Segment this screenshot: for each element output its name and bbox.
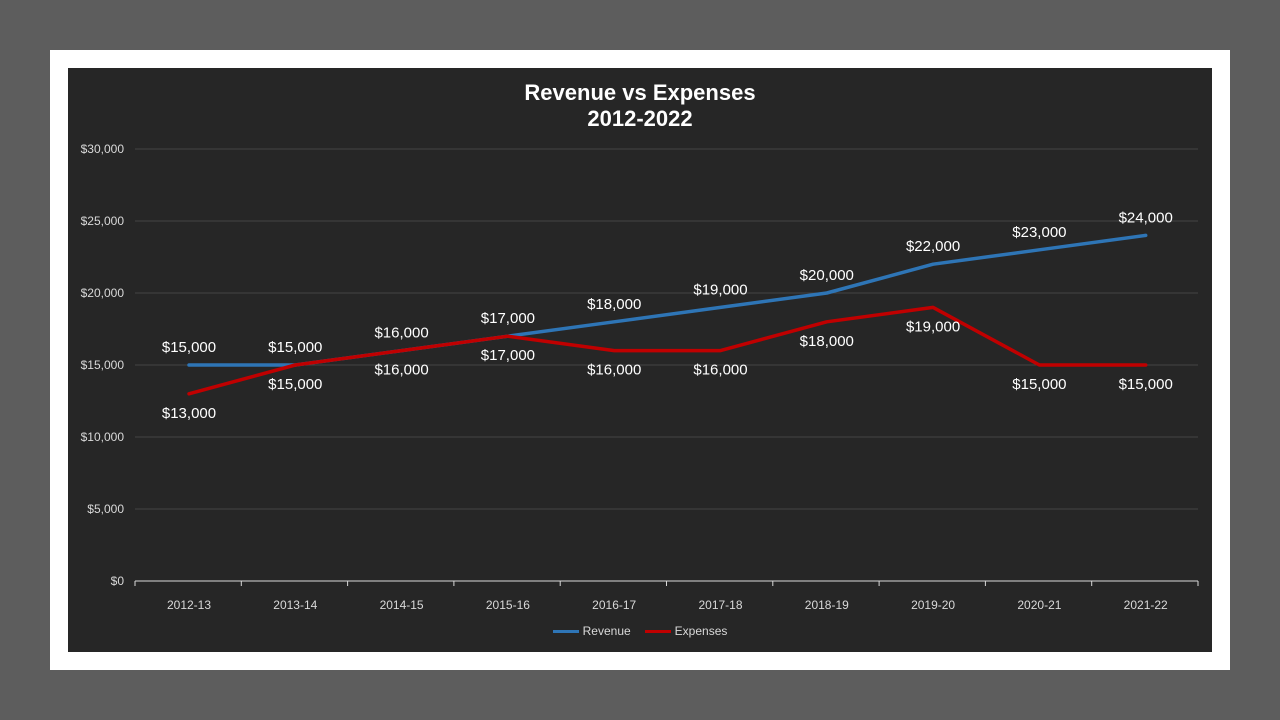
x-tick-label: 2014-15 <box>380 598 424 612</box>
chart-title-line-1: Revenue vs Expenses <box>524 80 756 105</box>
data-label-expenses: $18,000 <box>800 333 854 350</box>
legend-item-expenses: Expenses <box>644 624 728 638</box>
series-line-expenses <box>187 305 1148 396</box>
gridlines <box>135 148 1198 510</box>
chart-area <box>68 68 1212 652</box>
legend-label-expenses: Expenses <box>674 624 728 638</box>
x-tick-label: 2018-19 <box>805 598 849 612</box>
x-tick-label: 2017-18 <box>698 598 742 612</box>
x-tick-label: 2021-22 <box>1124 598 1168 612</box>
data-label-expenses: $16,000 <box>587 362 641 379</box>
legend-label-revenue: Revenue <box>582 624 631 638</box>
x-tick-label: 2016-17 <box>592 598 636 612</box>
data-label-revenue: $24,000 <box>1119 209 1173 226</box>
y-tick-label: $30,000 <box>81 142 125 156</box>
y-tick-label: $15,000 <box>81 358 125 372</box>
x-tick-label: 2012-13 <box>167 598 211 612</box>
legend-item-revenue: Revenue <box>552 624 631 638</box>
series-lines <box>187 233 1148 396</box>
data-label-revenue: $23,000 <box>1012 224 1066 241</box>
data-label-revenue: $15,000 <box>162 339 216 356</box>
y-tick-label: $0 <box>111 574 125 588</box>
y-tick-label: $20,000 <box>81 286 125 300</box>
data-label-revenue: $16,000 <box>374 325 428 342</box>
y-tick-label: $5,000 <box>87 502 124 516</box>
data-label-revenue: $18,000 <box>587 296 641 313</box>
data-label-expenses: $15,000 <box>1119 376 1173 393</box>
data-label-expenses: $15,000 <box>1012 376 1066 393</box>
legend-swatch-revenue <box>552 629 579 633</box>
data-label-expenses: $16,000 <box>374 362 428 379</box>
x-tick-label: 2013-14 <box>273 598 317 612</box>
data-labels: $15,000 $15,000 $16,000 $17,000 $18,000 $19,0… <box>162 209 1173 421</box>
chart-title-line-2: 2012-2022 <box>587 106 693 131</box>
data-label-revenue: $17,000 <box>481 310 535 327</box>
x-tick-label: 2015-16 <box>486 598 530 612</box>
data-label-expenses: $17,000 <box>481 347 535 364</box>
data-label-expenses: $15,000 <box>268 376 322 393</box>
axes: $0 $5,000 $10,000 $15,000 $20,000 $25,000 $30,… <box>81 142 1199 612</box>
x-tick-label: 2019-20 <box>911 598 955 612</box>
data-label-revenue: $15,000 <box>268 339 322 356</box>
chart-title: Revenue vs Expenses 2012-2022 <box>0 80 1280 132</box>
data-label-revenue: $20,000 <box>800 267 854 284</box>
y-tick-label: $25,000 <box>81 214 125 228</box>
data-label-revenue: $19,000 <box>693 281 747 298</box>
data-label-expenses: $19,000 <box>906 318 960 335</box>
data-label-revenue: $22,000 <box>906 238 960 255</box>
legend-swatch-expenses <box>644 629 671 633</box>
x-tick-label: 2020-21 <box>1017 598 1061 612</box>
data-label-expenses: $16,000 <box>693 362 747 379</box>
legend: Revenue Expenses <box>0 624 1280 638</box>
y-tick-label: $10,000 <box>81 430 125 444</box>
data-label-expenses: $13,000 <box>162 405 216 422</box>
